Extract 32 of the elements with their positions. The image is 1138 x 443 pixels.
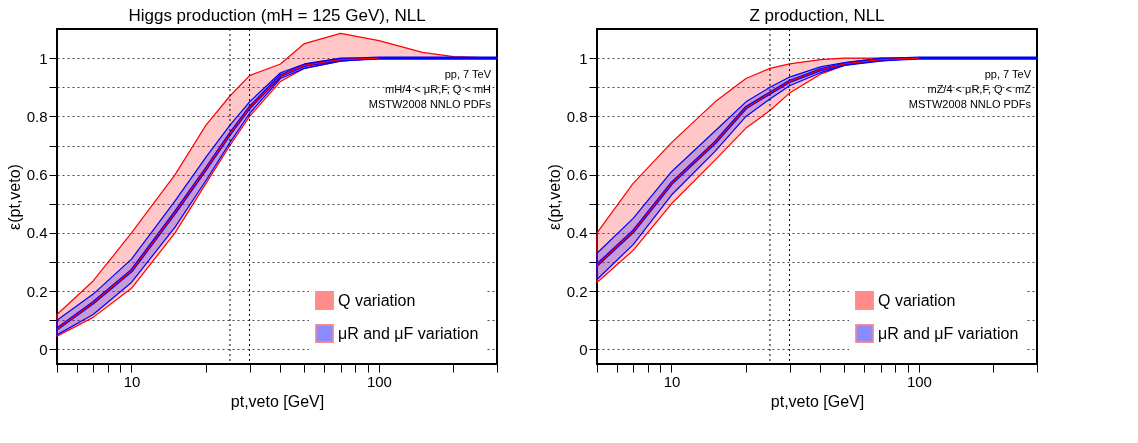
y-tick-label: 1 (579, 49, 588, 67)
legend-label: Q variation (338, 291, 416, 309)
chart-title: Z production, NLL (749, 5, 885, 25)
x-axis-title: pt,veto [GeV] (230, 392, 325, 410)
x-tick-label: 10 (663, 372, 681, 390)
chart-title: Higgs production (mH = 125 GeV), NLL (128, 5, 426, 25)
annotation: pp, 7 TeV (444, 68, 492, 80)
y-tick-label: 0.2 (26, 282, 48, 300)
y-tick-label: 0.8 (26, 107, 48, 125)
y-tick-label: 0.4 (566, 224, 588, 242)
legend-label: μR and μF variation (338, 324, 479, 342)
legend-label: Q variation (878, 291, 956, 309)
x-tick-label: 100 (366, 372, 392, 390)
x-tick-label: 10 (123, 372, 141, 390)
annotation: MSTW2008 NNLO PDFs (908, 98, 1032, 110)
y-tick-label: 0.8 (566, 107, 588, 125)
y-tick-label: 0.4 (26, 224, 48, 242)
y-tick-label: 0.6 (566, 166, 588, 184)
y-tick-label: 0 (39, 340, 48, 358)
y-axis-title: ε(pt,veto) (545, 164, 563, 230)
annotation: mH/4 < μR,F, Q < mH (385, 83, 492, 95)
annotation: mZ/4 < μR,F, Q < mZ (927, 83, 1032, 95)
y-axis-title: ε(pt,veto) (5, 164, 23, 230)
x-tick-label: 100 (906, 372, 932, 390)
y-tick-label: 1 (39, 49, 48, 67)
y-tick-label: 0 (579, 340, 588, 358)
y-tick-label: 0.2 (566, 282, 588, 300)
y-tick-label: 0.6 (26, 166, 48, 184)
annotation: MSTW2008 NNLO PDFs (368, 98, 492, 110)
annotation: pp, 7 TeV (984, 68, 1032, 80)
x-axis-title: pt,veto [GeV] (770, 392, 865, 410)
legend-label: μR and μF variation (878, 324, 1019, 342)
